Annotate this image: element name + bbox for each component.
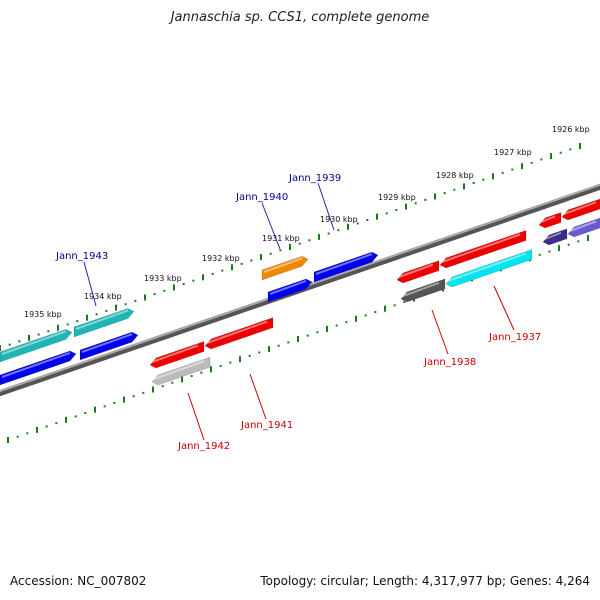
tick-row-outer	[0, 143, 581, 351]
gene-red-2-shine	[206, 320, 268, 344]
gene-label-jann_1940: Jann_1940	[235, 192, 288, 203]
gene-blue-4-shine	[315, 253, 373, 275]
gene-purple-1-shine	[544, 231, 562, 240]
gene-red-5	[538, 212, 562, 229]
gene-purple-2-shine	[569, 220, 597, 232]
gene-red-6	[561, 198, 600, 221]
gene-red-6-shine	[563, 201, 597, 215]
label-connectors	[83, 182, 515, 441]
tick-label: 1933 kbp	[144, 274, 182, 283]
gene-blue-3-shine	[269, 279, 307, 295]
gene-label-jann_1943: Jann_1943	[55, 251, 108, 262]
tick-label: 1926 kbp	[552, 125, 590, 134]
gene-label-jann_1938: Jann_1938	[423, 357, 476, 368]
gene-red-1	[149, 341, 205, 369]
connector-line	[261, 202, 281, 250]
gene-label-jann_1937: Jann_1937	[488, 332, 541, 343]
tick-label: 1929 kbp	[378, 193, 416, 202]
gene-blue-4	[313, 251, 379, 283]
connector-line	[83, 261, 97, 307]
gene-blue-2	[79, 331, 139, 361]
tick-row-inner	[7, 235, 589, 443]
connector-line	[431, 309, 449, 355]
map-title: Jannaschia sp. CCS1, complete genome	[170, 10, 430, 25]
gene-teal-2-shine	[75, 309, 129, 330]
tick-label: 1930 kbp	[320, 215, 358, 224]
gene-red-2	[204, 317, 274, 350]
gene-orange-shine	[263, 257, 303, 273]
tick-label: 1935 kbp	[24, 310, 62, 319]
gene-blue-2-shine	[81, 333, 133, 353]
connector-line	[187, 392, 205, 441]
gene-grey-2	[400, 278, 446, 303]
gene-grey-1	[151, 356, 211, 386]
gene-blue-3	[267, 278, 313, 303]
gene-purple-1	[542, 228, 568, 246]
gene-red-4	[439, 230, 527, 269]
gene-cyan-shine	[447, 252, 527, 282]
gene-blue-1-shine	[1, 351, 71, 378]
tick-label: 1934 kbp	[84, 292, 122, 301]
connector-line	[493, 285, 515, 331]
gene-orange	[261, 255, 309, 281]
tick-label: 1927 kbp	[494, 148, 532, 157]
tick-label: 1932 kbp	[202, 254, 240, 263]
gene-grey-1-shine	[153, 360, 205, 380]
gene-red-1-shine	[151, 344, 199, 363]
gene-grey-2-shine	[402, 281, 440, 297]
topology-text: Topology: circular; Length: 4,317,977 bp…	[260, 574, 590, 588]
connector-line	[249, 373, 267, 420]
gene-red-3	[396, 260, 440, 284]
accession-text: Accession: NC_007802	[10, 574, 147, 588]
gene-blue-1	[0, 350, 77, 386]
tick-label: 1931 kbp	[262, 234, 300, 243]
gene-red-5-shine	[540, 215, 556, 223]
gene-cyan	[445, 249, 533, 288]
gene-teal-1	[0, 329, 73, 363]
gene-purple-2	[567, 217, 600, 238]
gene-red-4-shine	[441, 233, 521, 263]
gene-label-jann_1942: Jann_1942	[177, 441, 230, 452]
gene-teal-2	[73, 308, 135, 338]
tick-labels: 1926 kbp 1927 kbp 1928 kbp 1929 kbp 1930 kbp…	[24, 125, 590, 319]
tick-label: 1928 kbp	[436, 171, 474, 180]
gene-teal-1-shine	[1, 330, 67, 355]
gene-label-jann_1941: Jann_1941	[240, 420, 293, 431]
genes	[0, 198, 600, 386]
gene-label-jann_1939: Jann_1939	[288, 173, 341, 184]
connector-line	[317, 182, 335, 231]
gene-red-3-shine	[398, 263, 434, 278]
